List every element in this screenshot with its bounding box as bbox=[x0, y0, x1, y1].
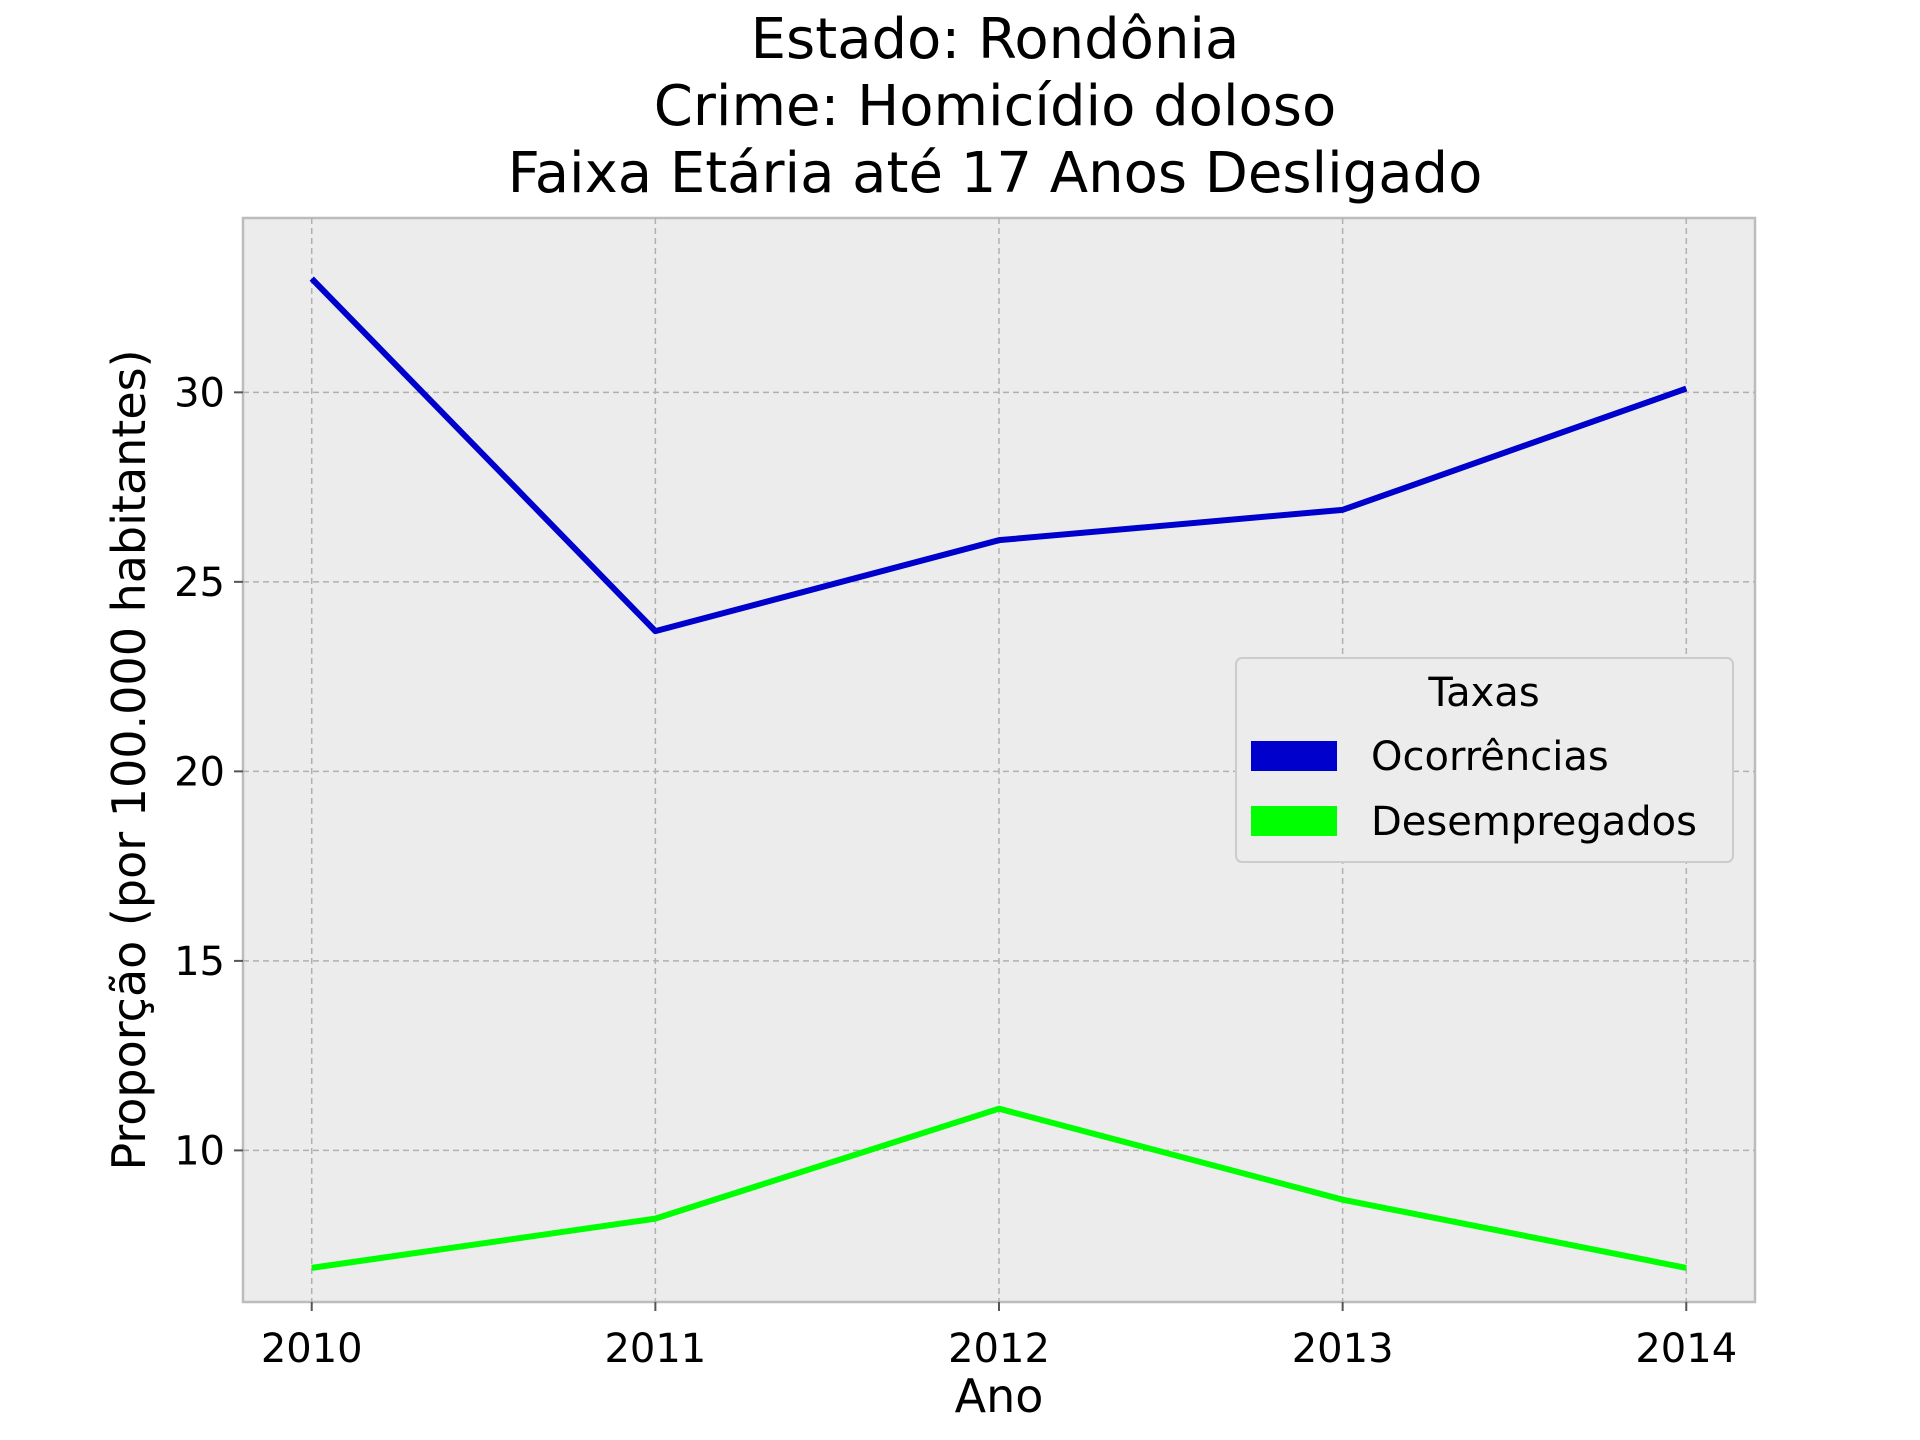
legend-swatch-ocorrencias bbox=[1251, 741, 1337, 771]
y-tick-label: 10 bbox=[174, 1128, 225, 1174]
y-tick-label: 15 bbox=[174, 939, 225, 985]
x-tick-label: 2014 bbox=[1635, 1326, 1737, 1372]
legend-frame bbox=[1235, 657, 1734, 863]
y-tick-label: 30 bbox=[174, 370, 225, 416]
title-line-1: Estado: Rondônia bbox=[751, 7, 1240, 72]
y-axis-ticks: 10 15 20 25 30 bbox=[174, 370, 243, 1174]
legend: Taxas Ocorrências Desempregados bbox=[1235, 657, 1734, 863]
x-tick-label: 2013 bbox=[1292, 1326, 1394, 1372]
x-tick-label: 2010 bbox=[261, 1326, 363, 1372]
x-axis-ticks: 2010 2011 2012 2013 2014 bbox=[261, 1302, 1737, 1372]
series-lines bbox=[309, 276, 1688, 1271]
x-axis-label: Ano bbox=[955, 1369, 1044, 1423]
title-line-2: Crime: Homicídio doloso bbox=[654, 74, 1336, 139]
legend-label-ocorrencias: Ocorrências bbox=[1371, 734, 1609, 780]
legend-title: Taxas bbox=[1427, 670, 1539, 716]
y-tick-label: 25 bbox=[174, 560, 225, 606]
y-axis-label: Proporção (por 100.000 habitantes) bbox=[102, 349, 156, 1170]
y-tick-label: 20 bbox=[174, 749, 225, 795]
legend-label-desempregados: Desempregados bbox=[1371, 799, 1697, 845]
x-tick-label: 2012 bbox=[948, 1326, 1050, 1372]
x-tick-label: 2011 bbox=[604, 1326, 706, 1372]
title-line-3: Faixa Etária até 17 Anos Desligado bbox=[508, 141, 1483, 206]
chart-title: Estado: Rondônia Crime: Homicídio doloso… bbox=[508, 7, 1483, 206]
legend-swatch-desempregados bbox=[1251, 806, 1337, 836]
